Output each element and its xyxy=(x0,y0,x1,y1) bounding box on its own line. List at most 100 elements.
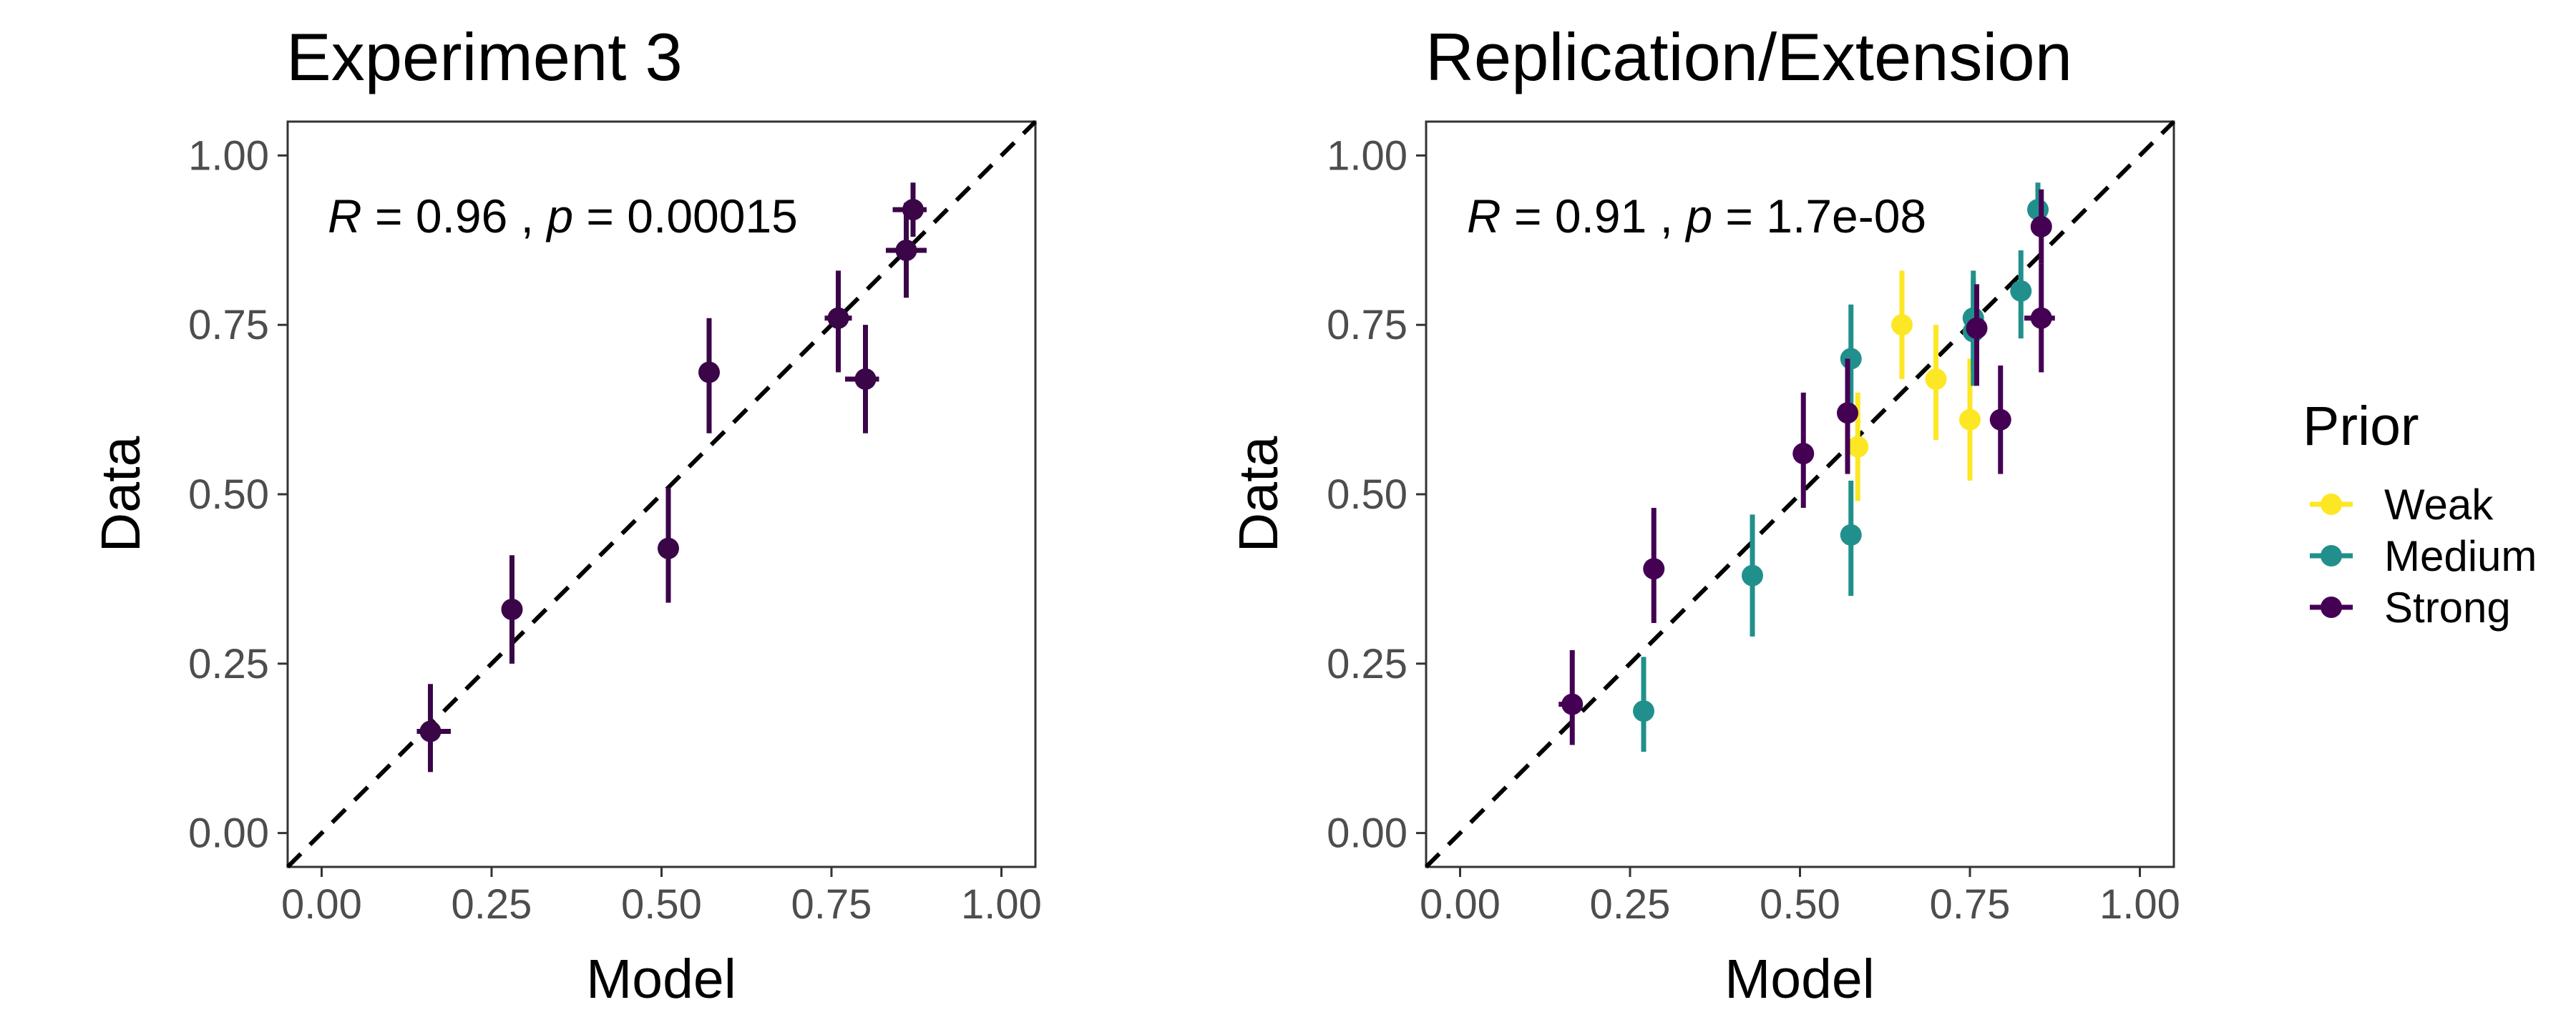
annot-r-text: = 0.96 , xyxy=(362,190,547,242)
data-point-strong xyxy=(1966,284,1988,386)
point-marker xyxy=(1633,700,1654,722)
data-point-strong xyxy=(1837,358,1858,474)
legend-item-strong: Strong xyxy=(2310,584,2511,632)
y-tick-label: 0.75 xyxy=(188,302,269,348)
point-marker xyxy=(698,361,720,383)
point-marker xyxy=(2030,215,2052,237)
point-marker xyxy=(501,599,523,621)
point-marker xyxy=(1840,348,1862,370)
annot-p-text: = 0.00015 xyxy=(573,190,798,242)
legend-label: Strong xyxy=(2384,584,2511,632)
y-tick-label: 0.25 xyxy=(1327,641,1407,687)
legend-label: Weak xyxy=(2384,481,2494,529)
point-marker xyxy=(1837,402,1858,424)
data-point-strong xyxy=(501,555,523,664)
data-point-strong xyxy=(845,325,879,433)
axis-ticks: 0.00 0.25 0.50 0.75 1.00 0.00 0.25 0.50 0.75 1.00 xyxy=(1327,132,2180,928)
data-point-strong xyxy=(1792,392,1815,508)
panel-experiment-3: Experiment 3 0.00 0.25 0.50 0.75 1.00 0.00 0.2… xyxy=(90,19,1042,1010)
reference-line-y-equals-x xyxy=(1424,119,2176,869)
data-point-medium xyxy=(1840,481,1862,597)
point-marker xyxy=(1561,693,1584,715)
data-point-weak xyxy=(1925,325,1947,441)
point-marker xyxy=(1847,436,1869,458)
x-tick-label: 0.75 xyxy=(1930,881,2011,928)
data-point-strong xyxy=(658,487,679,603)
data-point-strong xyxy=(698,318,720,433)
y-axis-title: Data xyxy=(90,436,152,553)
x-axis-title: Model xyxy=(586,948,736,1010)
data-point-strong xyxy=(2024,263,2055,373)
data-point-strong xyxy=(824,270,852,373)
point-marker xyxy=(1643,558,1665,580)
point-marker xyxy=(658,537,679,559)
x-tick-label: 0.75 xyxy=(791,881,872,928)
data-point-medium xyxy=(1742,514,1763,637)
data-point-strong xyxy=(1989,366,2011,474)
point-marker xyxy=(1925,368,1947,390)
y-tick-label: 1.00 xyxy=(1327,132,1407,179)
axis-ticks: 0.00 0.25 0.50 0.75 1.00 0.00 0.25 0.50 0.75 1.00 xyxy=(188,132,1042,928)
legend-key-marker xyxy=(2321,545,2342,566)
point-marker xyxy=(1891,314,1913,336)
point-marker xyxy=(854,368,877,390)
data-point-strong xyxy=(2030,189,2052,264)
x-tick-label: 0.00 xyxy=(281,881,362,928)
correlation-annotation: R = 0.96 , p = 0.00015 xyxy=(328,190,798,242)
y-tick-label: 0.50 xyxy=(188,471,269,518)
panel-title: Experiment 3 xyxy=(286,19,683,94)
point-marker xyxy=(1792,443,1815,465)
legend-key-marker xyxy=(2321,494,2342,515)
data-point-medium xyxy=(2010,250,2032,339)
panel-title: Replication/Extension xyxy=(1425,19,2072,94)
x-tick-label: 0.00 xyxy=(1420,881,1501,928)
y-tick-label: 1.00 xyxy=(188,132,269,179)
annot-r-text: = 0.91 , xyxy=(1501,190,1687,242)
point-marker xyxy=(902,199,924,221)
reference-line-y-equals-x xyxy=(286,119,1038,869)
annot-r-label: R xyxy=(1467,190,1501,242)
point-marker xyxy=(2030,307,2052,329)
data-point-strong xyxy=(1643,507,1665,623)
y-tick-label: 0.25 xyxy=(188,641,269,687)
point-marker xyxy=(1966,317,1988,339)
point-marker xyxy=(2010,280,2032,302)
point-marker xyxy=(419,720,441,742)
data-point-strong xyxy=(886,202,927,298)
point-marker xyxy=(827,307,849,329)
y-tick-label: 0.50 xyxy=(1327,471,1407,518)
point-marker xyxy=(895,239,917,261)
data-point-strong xyxy=(416,684,451,772)
point-marker xyxy=(1959,408,1981,431)
x-tick-label: 0.25 xyxy=(452,881,532,928)
panel-border xyxy=(1425,120,2175,868)
annot-p-label: p xyxy=(1684,190,1712,242)
legend-title: Prior xyxy=(2303,396,2419,457)
plot-marks xyxy=(1424,119,2176,869)
data-point-strong xyxy=(1558,649,1584,745)
plot-marks xyxy=(286,119,1038,869)
data-point-weak xyxy=(1959,358,1981,481)
x-tick-label: 0.50 xyxy=(1760,881,1840,928)
annot-p-label: p xyxy=(545,190,573,242)
x-tick-label: 0.50 xyxy=(621,881,702,928)
legend-key-marker xyxy=(2321,597,2342,618)
panel-replication-extension: Replication/Extension 0.00 0.25 0.50 0.75 1.… xyxy=(1228,19,2180,1010)
data-point-weak xyxy=(1891,270,1913,379)
data-point-strong xyxy=(892,182,927,237)
legend-item-weak: Weak xyxy=(2310,481,2494,529)
point-marker xyxy=(1989,408,2011,431)
data-point-medium xyxy=(1633,657,1654,752)
x-axis-title: Model xyxy=(1724,948,1875,1010)
legend-item-medium: Medium xyxy=(2310,532,2537,580)
x-tick-label: 1.00 xyxy=(2099,881,2180,928)
x-tick-label: 0.25 xyxy=(1590,881,1671,928)
x-tick-label: 1.00 xyxy=(961,881,1042,928)
point-marker xyxy=(1840,524,1862,546)
y-tick-label: 0.00 xyxy=(188,810,269,857)
y-tick-label: 0.75 xyxy=(1327,302,1407,348)
annot-p-text: = 1.7e-08 xyxy=(1712,190,1926,242)
